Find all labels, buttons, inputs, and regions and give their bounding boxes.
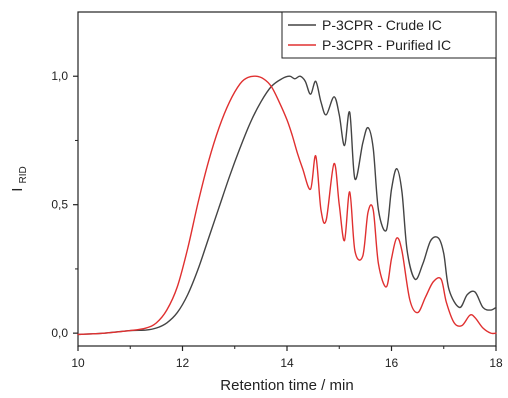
legend-entry: P-3CPR - Purified IC: [322, 37, 451, 53]
y-axis-label-sub: RID: [18, 166, 29, 183]
x-tick-label: 12: [176, 356, 190, 370]
y-tick-label: 1,0: [51, 69, 68, 83]
legend-box: [281, 11, 497, 59]
legend-entry: P-3CPR - Crude IC: [322, 17, 442, 33]
x-tick-label: 16: [385, 356, 399, 370]
y-axis-label: I RID: [9, 166, 29, 192]
series-layer: [77, 75, 497, 336]
legend: P-3CPR - Crude IC P-3CPR - Purified IC: [281, 11, 497, 59]
x-axis: 10 12 14 16 18: [71, 346, 503, 370]
y-axis-label-main: I: [9, 188, 26, 192]
y-axis: 0,0 0,5 1,0: [51, 69, 78, 340]
y-tick-label: 0,0: [51, 326, 68, 340]
x-tick-label: 10: [71, 356, 85, 370]
x-axis-label: Retention time / min: [220, 377, 353, 394]
x-tick-label: 14: [280, 356, 294, 370]
y-tick-label: 0,5: [51, 198, 68, 212]
series-line-purified: [77, 75, 497, 336]
plot-frame: [77, 11, 497, 347]
series-line-crude: [77, 75, 497, 336]
plot-border: [77, 11, 497, 347]
x-tick-label: 18: [489, 356, 503, 370]
